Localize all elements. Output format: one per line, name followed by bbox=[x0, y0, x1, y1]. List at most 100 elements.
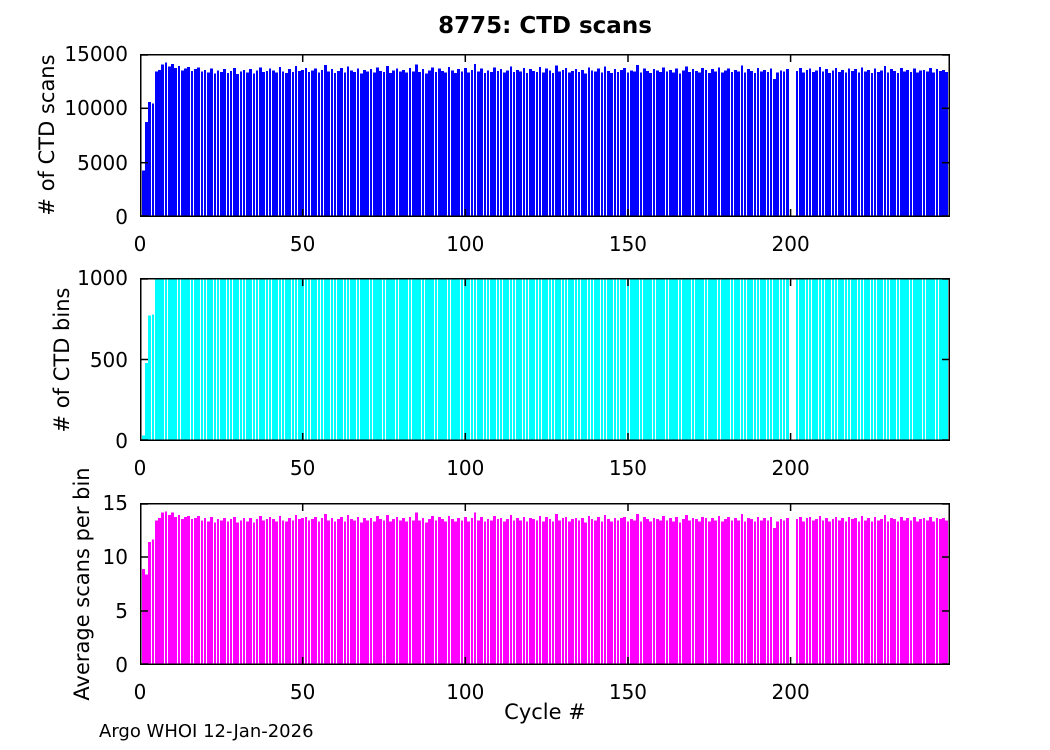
bar bbox=[939, 278, 942, 441]
bar bbox=[197, 67, 200, 217]
bar bbox=[386, 65, 389, 217]
bar bbox=[679, 522, 681, 665]
bar bbox=[513, 278, 515, 441]
bar bbox=[363, 69, 366, 217]
bar bbox=[913, 68, 916, 217]
bar bbox=[461, 278, 463, 441]
bar bbox=[884, 65, 886, 217]
bar bbox=[897, 278, 899, 441]
bar bbox=[923, 69, 925, 217]
bar bbox=[334, 73, 336, 217]
bar bbox=[236, 74, 239, 217]
bar bbox=[471, 69, 473, 217]
bar bbox=[809, 517, 811, 665]
bar bbox=[314, 278, 317, 441]
bar bbox=[945, 520, 948, 665]
bar bbox=[760, 520, 763, 665]
bar bbox=[906, 278, 909, 441]
bar bbox=[220, 520, 223, 665]
bar bbox=[750, 519, 753, 665]
bar bbox=[539, 67, 541, 217]
bar bbox=[695, 519, 698, 665]
bar bbox=[767, 71, 769, 217]
bar bbox=[656, 70, 659, 217]
bar bbox=[767, 520, 769, 665]
bar bbox=[926, 278, 929, 441]
bar bbox=[640, 278, 642, 441]
bar bbox=[669, 278, 672, 441]
bar bbox=[838, 71, 841, 217]
bar bbox=[835, 278, 837, 441]
bar bbox=[536, 278, 538, 441]
bar bbox=[695, 278, 698, 441]
bar bbox=[334, 278, 336, 441]
bar bbox=[223, 278, 226, 441]
bar bbox=[497, 70, 499, 217]
bar bbox=[441, 70, 444, 217]
bar bbox=[828, 278, 831, 441]
bar bbox=[308, 71, 310, 217]
bar bbox=[653, 69, 655, 217]
bar bbox=[428, 278, 431, 441]
bar bbox=[750, 278, 753, 441]
bar bbox=[191, 519, 193, 665]
bar bbox=[698, 278, 701, 441]
bar bbox=[890, 278, 893, 441]
bar bbox=[340, 278, 343, 441]
bar bbox=[490, 71, 493, 217]
bar bbox=[301, 278, 304, 441]
bar bbox=[747, 278, 750, 441]
bar bbox=[269, 68, 271, 217]
x-tick-label: 150 bbox=[608, 232, 648, 256]
bar bbox=[750, 70, 753, 217]
bar bbox=[272, 519, 275, 665]
bar bbox=[503, 278, 506, 441]
bar bbox=[542, 521, 545, 665]
bar bbox=[718, 515, 720, 665]
bar bbox=[474, 512, 476, 665]
bar bbox=[780, 519, 782, 665]
bar bbox=[864, 71, 867, 217]
bar bbox=[900, 278, 903, 441]
bar bbox=[285, 521, 288, 665]
bar bbox=[484, 73, 486, 217]
bar bbox=[259, 515, 262, 665]
bar bbox=[864, 520, 867, 665]
bar bbox=[435, 278, 437, 441]
bar bbox=[350, 70, 353, 217]
bar bbox=[279, 515, 281, 665]
bar bbox=[714, 278, 717, 441]
bar bbox=[464, 68, 467, 217]
y-tick-label: 15000 bbox=[64, 42, 128, 66]
bar bbox=[601, 521, 603, 665]
bar bbox=[939, 70, 942, 217]
bar bbox=[734, 69, 737, 217]
bar bbox=[337, 519, 340, 665]
bar bbox=[461, 71, 463, 217]
bar bbox=[646, 278, 649, 441]
bar bbox=[630, 70, 633, 217]
bar bbox=[910, 520, 912, 665]
bar bbox=[828, 521, 831, 665]
bar bbox=[301, 518, 304, 665]
bar bbox=[685, 66, 688, 217]
bar bbox=[314, 68, 317, 217]
bar bbox=[324, 278, 327, 441]
bar bbox=[207, 72, 210, 217]
bar bbox=[851, 278, 854, 441]
bar bbox=[858, 521, 860, 665]
bar bbox=[825, 69, 828, 217]
bar bbox=[448, 67, 450, 217]
bar bbox=[327, 278, 330, 441]
bar bbox=[532, 70, 535, 217]
y-tick-label: 500 bbox=[89, 347, 128, 372]
bar bbox=[253, 522, 255, 665]
bar bbox=[353, 520, 356, 665]
bar bbox=[418, 520, 421, 665]
bar bbox=[627, 521, 629, 665]
bar bbox=[845, 521, 847, 665]
bar bbox=[282, 520, 284, 665]
bar bbox=[376, 515, 379, 665]
bar bbox=[802, 521, 805, 665]
bar bbox=[744, 72, 746, 217]
